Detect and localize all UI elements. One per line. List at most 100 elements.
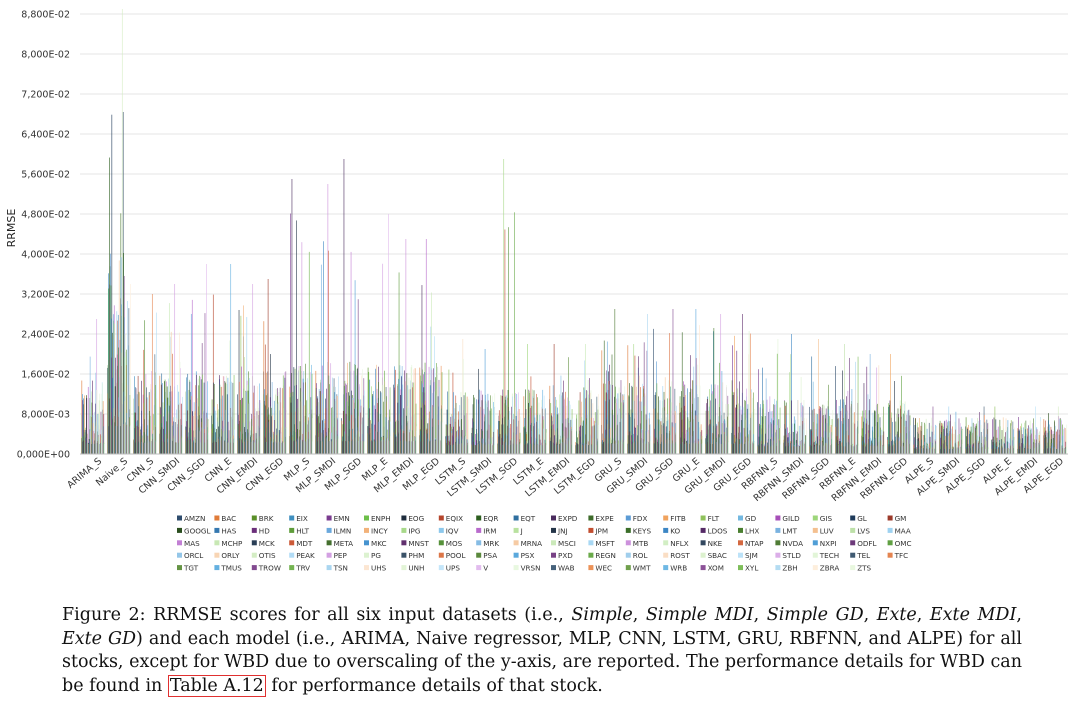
legend-label: OMC [895, 539, 912, 548]
legend-label: UPS [446, 564, 461, 573]
bar [821, 422, 823, 454]
x-axis-category-labels: ARIMA_SNaive_SCNN_SCNN_SMDICNN_SGDCNN_EC… [65, 456, 1066, 504]
bar [411, 364, 413, 454]
bar [127, 385, 128, 454]
bar [487, 400, 489, 454]
bar [225, 375, 227, 454]
bar [952, 426, 953, 454]
bar [948, 434, 950, 454]
bar [691, 388, 693, 454]
bar [128, 308, 130, 454]
bar [570, 426, 571, 454]
bar [689, 392, 691, 454]
bar [142, 403, 144, 454]
bar [492, 396, 493, 454]
y-tick-label: 7,200E-02 [21, 90, 70, 101]
legend-label: V [483, 564, 488, 573]
bar [1043, 419, 1045, 454]
bar [186, 410, 188, 454]
bar [555, 406, 557, 454]
bar [725, 420, 726, 454]
bar [468, 398, 470, 454]
bar [957, 435, 959, 454]
bar [866, 366, 868, 454]
bar [923, 435, 925, 454]
caption-italic: Exte GD [62, 628, 137, 649]
bar [374, 424, 376, 454]
legend-label: TSN [333, 564, 348, 573]
bar [812, 381, 814, 454]
bar [164, 408, 165, 454]
bar [992, 442, 994, 454]
bar [332, 377, 333, 454]
bar [816, 413, 817, 454]
bar [891, 412, 892, 454]
bar [248, 402, 250, 454]
bar [564, 399, 566, 454]
bar [921, 422, 923, 454]
bar [602, 383, 604, 454]
bar [731, 380, 733, 454]
bar [1025, 429, 1026, 454]
legend-swatch [177, 552, 182, 558]
legend-swatch [887, 515, 893, 521]
legend-swatch [326, 565, 332, 571]
bar [954, 440, 955, 454]
legend-swatch [738, 552, 743, 558]
bar [162, 402, 164, 454]
bar [414, 413, 415, 454]
legend-label: EQIX [446, 514, 463, 523]
bar [774, 425, 776, 454]
bar [480, 406, 481, 454]
bar [592, 420, 594, 454]
legend-label: ZBH [782, 564, 797, 573]
bar [710, 384, 712, 454]
bar [368, 408, 370, 454]
bar [930, 442, 931, 454]
bar [171, 422, 173, 454]
bar [300, 366, 302, 454]
bar [536, 414, 538, 454]
bar [372, 396, 373, 454]
bar [544, 409, 546, 454]
bar [655, 392, 657, 454]
bar [676, 443, 678, 454]
bar [406, 373, 408, 454]
bar [376, 364, 377, 454]
bar [458, 411, 459, 454]
legend-swatch [214, 515, 220, 521]
bar [797, 425, 799, 454]
bar [490, 408, 492, 454]
legend-swatch [663, 527, 669, 533]
bar [935, 424, 936, 454]
legend-label: ODFL [857, 539, 876, 548]
bar [1038, 435, 1040, 454]
bar [778, 419, 779, 454]
bar [100, 411, 102, 454]
bar [962, 428, 964, 454]
bar [742, 314, 743, 454]
bar [936, 427, 937, 454]
bar [198, 385, 200, 454]
bar [238, 381, 240, 454]
bar [606, 341, 608, 454]
bar [817, 414, 818, 454]
bar [352, 399, 354, 454]
bar [985, 421, 986, 454]
bar [277, 403, 279, 454]
bar [983, 439, 984, 454]
bar [1056, 431, 1057, 454]
bar [727, 404, 729, 454]
bar [1047, 442, 1048, 454]
bar [150, 390, 152, 454]
table-reference-link[interactable]: Table A.12 [167, 674, 266, 697]
bar [684, 384, 686, 454]
bar [568, 357, 569, 454]
bar [297, 407, 299, 454]
bar [525, 409, 527, 454]
legend-swatch [625, 540, 631, 546]
bar [646, 350, 648, 454]
legend-swatch [438, 515, 444, 521]
bar [192, 415, 194, 454]
bar [488, 409, 490, 454]
